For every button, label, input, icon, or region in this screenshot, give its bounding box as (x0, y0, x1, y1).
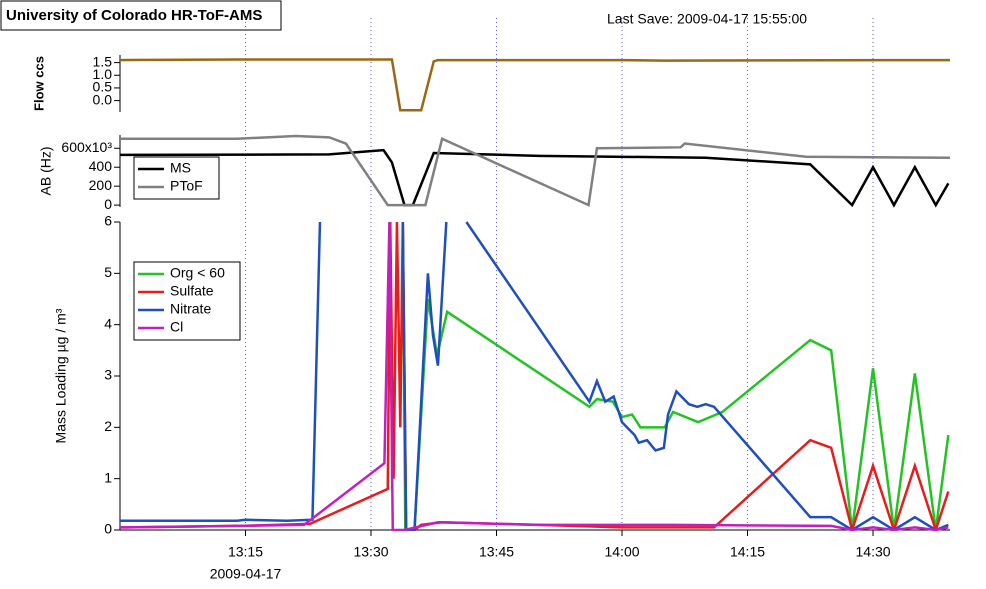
legend-label: PToF (170, 178, 203, 194)
y-tick-label: 600x10³ (61, 139, 112, 155)
chart-title: University of Colorado HR-ToF-AMS (6, 7, 262, 24)
y-axis-label: Flow ccs (31, 56, 46, 111)
x-tick-label: 14:30 (856, 544, 891, 560)
legend-box (133, 156, 220, 200)
y-tick-label: 0 (104, 196, 112, 212)
series-line (120, 134, 950, 207)
legend-label: Sulfate (170, 283, 214, 299)
x-tick-label: 13:15 (228, 544, 263, 560)
y-tick-label: 1.0 (93, 66, 113, 82)
series-line (120, 221, 950, 531)
y-tick-label: 3 (104, 367, 112, 383)
series-line (120, 221, 322, 523)
y-tick-label: 4 (104, 315, 112, 331)
y-tick-label: 0 (104, 521, 112, 537)
y-tick-label: 0.0 (93, 91, 113, 107)
y-axis-label: Mass Loading µg / m³ (53, 308, 69, 443)
series-line (120, 58, 950, 112)
series-line (120, 221, 949, 531)
legend-label: MS (170, 160, 191, 176)
series-line (120, 148, 950, 208)
legend-label: Org < 60 (170, 265, 225, 281)
y-tick-label: 200 (89, 177, 113, 193)
x-tick-label: 14:15 (730, 544, 765, 560)
y-tick-label: 0.5 (93, 79, 113, 95)
y-tick-label: 1.5 (93, 53, 113, 69)
last-save: Last Save: 2009-04-17 15:55:00 (607, 11, 807, 27)
title-box (0, 0, 282, 31)
x-tick-label: 13:45 (479, 544, 514, 560)
legend-label: Cl (170, 319, 183, 335)
x-tick-label: 14:00 (604, 544, 639, 560)
y-tick-label: 2 (104, 418, 112, 434)
y-tick-label: 5 (104, 264, 112, 280)
legend-label: Nitrate (170, 301, 211, 317)
y-tick-label: 1 (104, 469, 112, 485)
y-axis-label: AB (Hz) (38, 147, 54, 196)
x-tick-label: 13:30 (353, 544, 388, 560)
y-tick-label: 400 (89, 158, 113, 174)
y-tick-label: 6 (104, 213, 112, 229)
series-line (465, 221, 949, 531)
x-date-label: 2009-04-17 (210, 566, 282, 582)
